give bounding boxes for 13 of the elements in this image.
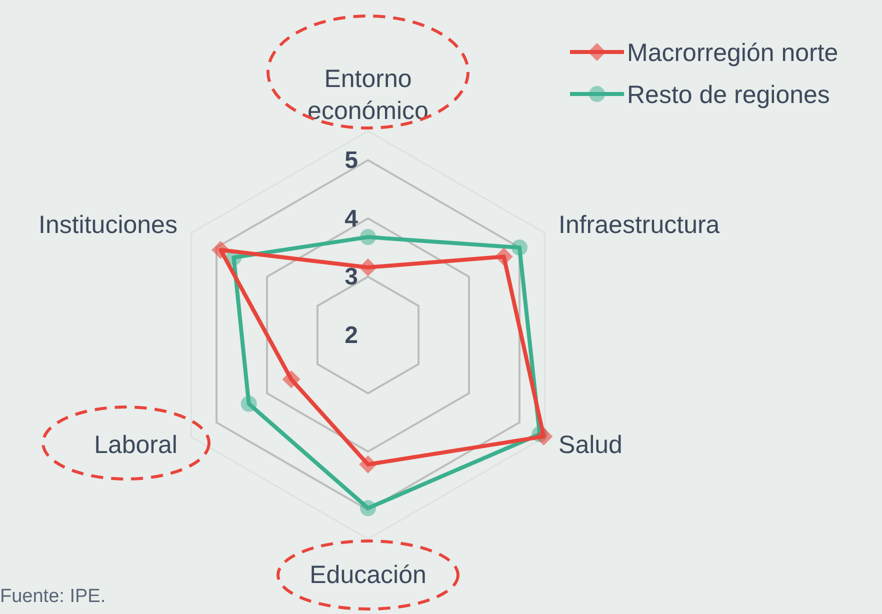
source-note: Fuente: IPE. <box>0 586 106 607</box>
y-tick-label: 5 <box>344 147 358 174</box>
y-tick-label: 2 <box>344 322 358 349</box>
spoke-label: Salud <box>558 431 622 459</box>
spoke-label: Instituciones <box>38 211 178 239</box>
legend-label: Macrorregión norte <box>627 39 838 67</box>
y-tick-label: 3 <box>344 264 358 291</box>
legend-label: Resto de regiones <box>627 81 830 109</box>
spoke-label: Entorno económico <box>308 65 428 125</box>
spoke-label: Educación <box>310 561 426 589</box>
spoke-label: Infraestructura <box>558 211 720 239</box>
y-tick-label: 4 <box>344 205 359 232</box>
spoke-label: Laboral <box>94 431 178 459</box>
